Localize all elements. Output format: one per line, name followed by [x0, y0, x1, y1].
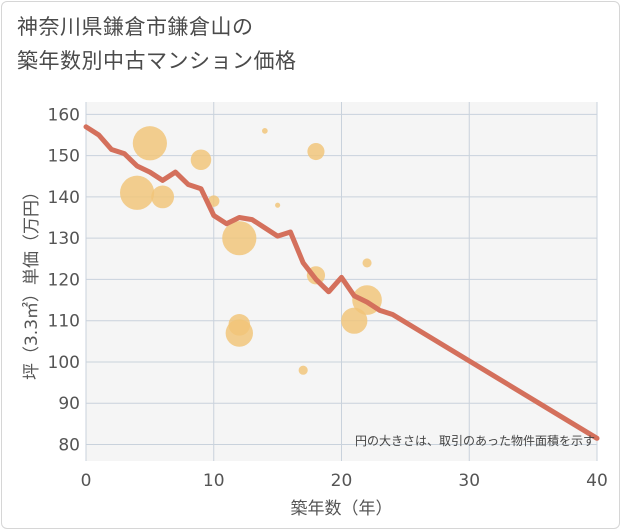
x-tick-label: 30 [458, 471, 480, 491]
trend-line [83, 124, 600, 441]
y-tick-label: 100 [48, 353, 80, 373]
x-axis-ticks: 0 10 20 30 40 [81, 471, 608, 491]
y-axis-ticks: 80 90 100 110 120 130 140 150 160 [48, 105, 80, 455]
bubble [341, 307, 368, 334]
x-tick-label: 40 [586, 471, 608, 491]
bubble [132, 126, 167, 161]
y-axis-label: 坪（3.3㎡）単価（万円） [22, 183, 42, 380]
size-legend-note: 円の大きさは、取引のあった物件面積を示す [355, 433, 595, 448]
bubble [151, 185, 175, 209]
gridlines [85, 102, 598, 461]
bubble [222, 221, 257, 256]
x-axis-label: 築年数（年） [291, 499, 393, 519]
x-tick-label: 20 [331, 471, 353, 491]
bubble [307, 142, 325, 161]
bubble [262, 128, 268, 134]
y-tick-label: 120 [48, 270, 80, 290]
y-tick-label: 80 [58, 435, 80, 455]
y-tick-label: 90 [58, 394, 80, 414]
chart-title-line-1: 神奈川県鎌倉市鎌倉山の [17, 15, 254, 39]
y-tick-label: 150 [48, 147, 80, 167]
bubble [225, 319, 253, 347]
bubble [190, 149, 212, 171]
y-tick-label: 140 [48, 188, 80, 208]
bubble [362, 258, 372, 268]
bubble [120, 175, 155, 210]
x-tick-label: 10 [203, 471, 225, 491]
y-tick-label: 110 [48, 312, 80, 332]
x-tick-label: 0 [81, 471, 92, 491]
bubble [275, 202, 281, 208]
y-tick-label: 130 [48, 229, 80, 249]
bubble-series [120, 126, 382, 375]
bubble [298, 365, 308, 375]
y-tick-label: 160 [48, 105, 80, 125]
chart-title: 神奈川県鎌倉市鎌倉山の 築年数別中古マンション価格 [17, 10, 297, 78]
chart-title-line-2: 築年数別中古マンション価格 [17, 49, 297, 73]
